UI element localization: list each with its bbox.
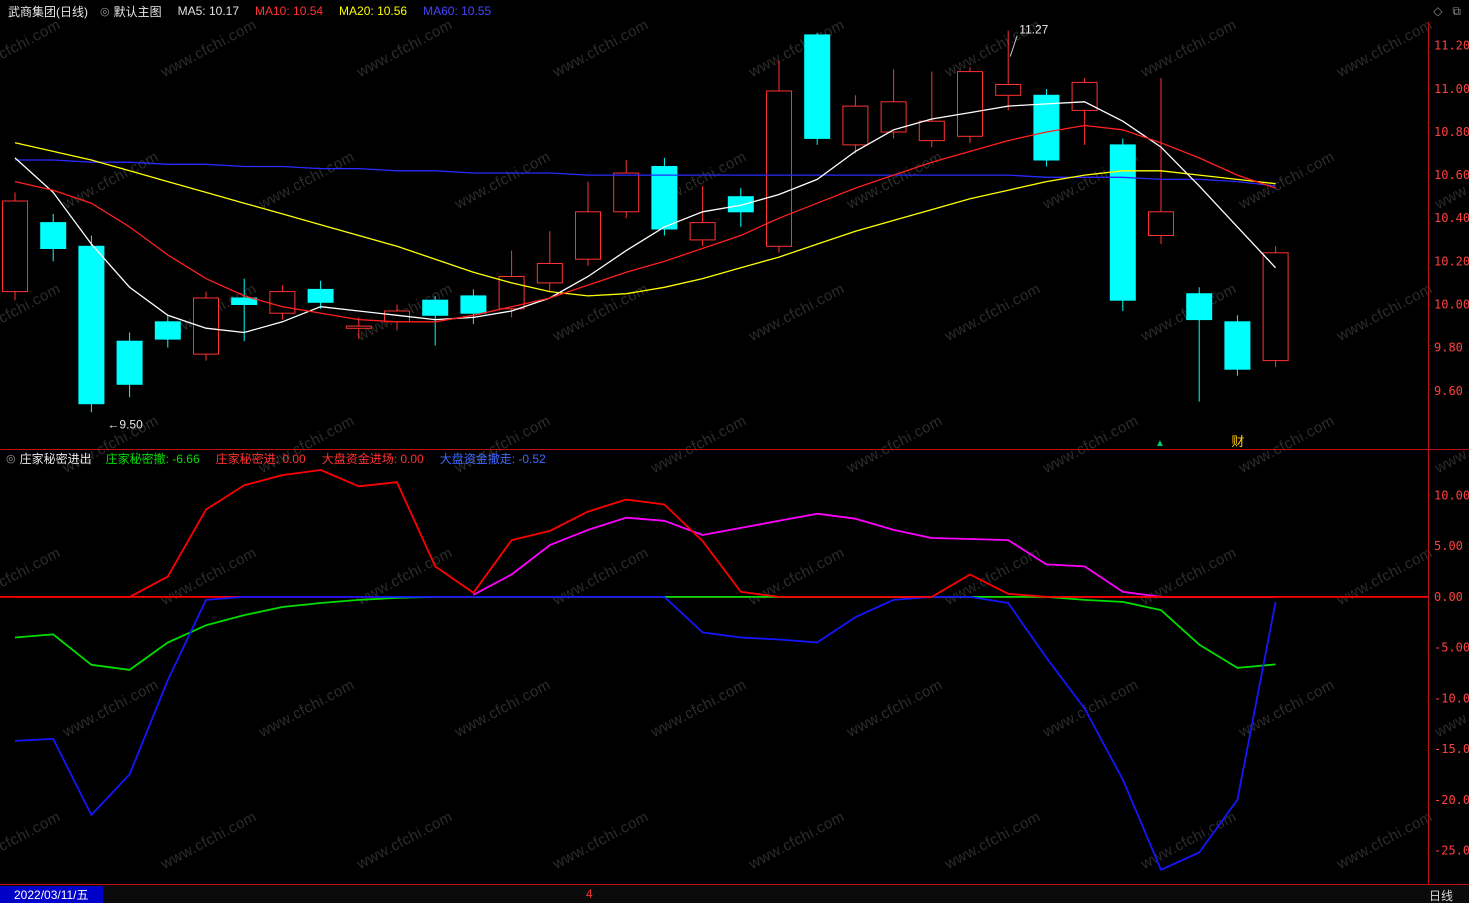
candle-body	[842, 105, 869, 146]
indicator-value-out: 庄家秘密撤: -6.66	[105, 452, 200, 466]
indicator-axis-label: -20.00	[1434, 793, 1469, 807]
status-bar: 2022/03/11/五 4 日线	[0, 884, 1469, 903]
window-controls: ◇ ⧉	[1433, 0, 1461, 22]
indicator-name[interactable]: 庄家秘密进出	[19, 452, 92, 466]
ma-line-MA20	[14, 142, 1276, 297]
candle-body	[1109, 144, 1136, 301]
main-chart-header: 武商集团(日线) ◎ 默认主图 MA5: 10.17 MA10: 10.54 M…	[0, 0, 1469, 22]
candle-body	[460, 295, 487, 314]
ma20-value: MA20: 10.56	[339, 4, 408, 18]
indicator-axis-label: -25.00	[1434, 844, 1469, 858]
ma-line-MA5	[14, 101, 1277, 334]
candle-body	[918, 120, 945, 142]
candle-body	[1224, 321, 1251, 370]
candle-body	[613, 172, 640, 213]
candle-body	[116, 340, 143, 385]
signal-marker: ▲	[1155, 438, 1165, 449]
period-label[interactable]: 日线	[1428, 889, 1453, 903]
candle-body	[727, 196, 754, 213]
indicator-toggle-icon[interactable]: ◎	[6, 453, 16, 465]
candle-body	[78, 245, 105, 405]
candle-body	[536, 263, 563, 284]
indicator-axis-label: -10.00	[1434, 691, 1469, 705]
price-axis-label: 11.20	[1434, 39, 1469, 53]
candle-body	[1148, 211, 1174, 237]
low-annotation: ←9.50	[107, 417, 143, 431]
candle-body	[231, 297, 258, 305]
candle-body	[651, 166, 678, 230]
candle-body	[804, 34, 831, 139]
symbol-title: 武商集团(日线)	[8, 4, 88, 19]
candle-body	[498, 276, 525, 310]
indicator-line-大盘资金撤走	[14, 596, 1277, 871]
ma10-value: MA10: 10.54	[255, 4, 324, 18]
price-axis-label: 10.80	[1434, 125, 1469, 139]
indicator-line-庄家秘密进	[15, 469, 1276, 598]
candle-body	[1186, 293, 1213, 321]
candle-body	[2, 200, 28, 293]
date-display[interactable]: 2022/03/11/五	[0, 886, 103, 903]
candle-body	[345, 325, 372, 329]
indicator-value-mkt-out: 大盘资金撤走: -0.52	[439, 452, 546, 466]
price-axis-label: 9.60	[1434, 384, 1463, 398]
ma5-value: MA5: 10.17	[177, 4, 239, 18]
ma60-value: MA60: 10.55	[423, 4, 492, 18]
candle-body	[422, 299, 449, 316]
month-marker: 4	[586, 887, 593, 901]
indicator-axis-label: -5.00	[1434, 641, 1469, 655]
candle-body	[1033, 94, 1060, 161]
indicator-axis-label: 5.00	[1434, 539, 1463, 553]
indicator-line-大盘资金进场	[472, 512, 1276, 598]
candle-body	[995, 84, 1022, 96]
ma-line-MA60	[15, 159, 1276, 187]
price-axis-label: 9.80	[1434, 341, 1463, 355]
annotation-pointer-line	[1009, 35, 1018, 57]
candle-body	[40, 222, 67, 250]
price-axis-label: 10.20	[1434, 254, 1469, 268]
candle-body	[193, 297, 219, 355]
indicator-value-mkt-in: 大盘资金进场: 0.00	[321, 452, 424, 466]
overlay-name[interactable]: 默认主图	[113, 4, 162, 19]
indicator-header: ◎ 庄家秘密进出 庄家秘密撤: -6.66 庄家秘密进: 0.00 大盘资金进场…	[0, 449, 1469, 467]
candle-body	[689, 222, 716, 241]
price-axis-label: 10.00	[1434, 298, 1469, 312]
candle-body	[575, 211, 601, 260]
high-annotation: 11.27	[1019, 23, 1048, 37]
candle-body	[1262, 252, 1289, 362]
signal-marker: 财	[1231, 434, 1244, 449]
ma-line-MA10	[14, 124, 1276, 323]
candle-body	[307, 288, 334, 303]
candle-body	[957, 71, 983, 137]
diamond-icon[interactable]: ◇	[1433, 4, 1443, 18]
indicator-line-庄家秘密撤	[14, 596, 1276, 671]
indicator-value-in: 庄家秘密进: 0.00	[215, 452, 306, 466]
window-icon[interactable]: ⧉	[1452, 3, 1461, 18]
indicator-axis-label: -15.00	[1434, 742, 1469, 756]
candle-body	[766, 90, 792, 247]
candle-body	[269, 291, 296, 314]
indicator-axis-label: 0.00	[1434, 590, 1463, 604]
candle-body	[154, 321, 181, 340]
price-axis-label: 11.00	[1434, 82, 1469, 96]
price-axis-label: 10.60	[1434, 168, 1469, 182]
indicator-axis-label: 10.00	[1434, 488, 1469, 502]
overlay-toggle-icon[interactable]: ◎	[100, 5, 110, 18]
price-axis-label: 10.40	[1434, 211, 1469, 225]
